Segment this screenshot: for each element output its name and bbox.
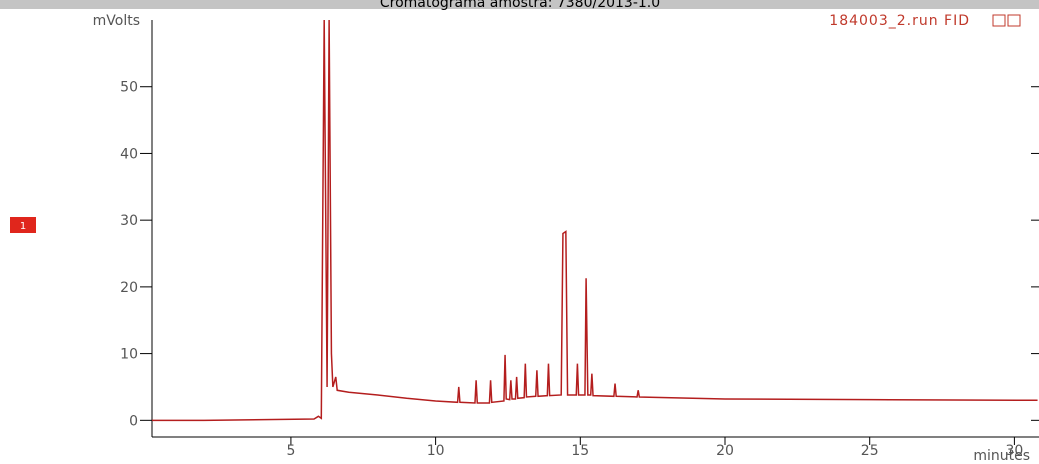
x-tick-label: 30	[1005, 443, 1023, 459]
y-tick-label: 0	[129, 413, 138, 429]
marker-label: 1	[20, 221, 26, 232]
x-axis-label: minutes	[973, 448, 1030, 464]
x-tick-label: 20	[716, 443, 734, 459]
chart-title: Cromatograma amostra: 7380/2013-1.0	[380, 0, 660, 11]
window-icon[interactable]	[992, 14, 1006, 27]
y-tick-label: 50	[120, 80, 138, 96]
marker-box	[10, 217, 36, 233]
trace-line	[152, 19, 1038, 422]
legend-label: 184003_2.run FID	[829, 13, 970, 29]
y-tick-label: 30	[120, 213, 138, 229]
close-icon[interactable]	[1007, 14, 1021, 27]
x-tick-label: 15	[571, 443, 589, 459]
x-tick-label: 5	[286, 443, 295, 459]
y-tick-label: 20	[120, 280, 138, 296]
x-tick-label: 25	[861, 443, 879, 459]
y-axis-label: mVolts	[93, 13, 140, 29]
y-tick-label: 40	[120, 146, 138, 162]
y-tick-label: 10	[120, 347, 138, 363]
x-tick-label: 10	[427, 443, 445, 459]
title-bar	[0, 0, 1039, 9]
